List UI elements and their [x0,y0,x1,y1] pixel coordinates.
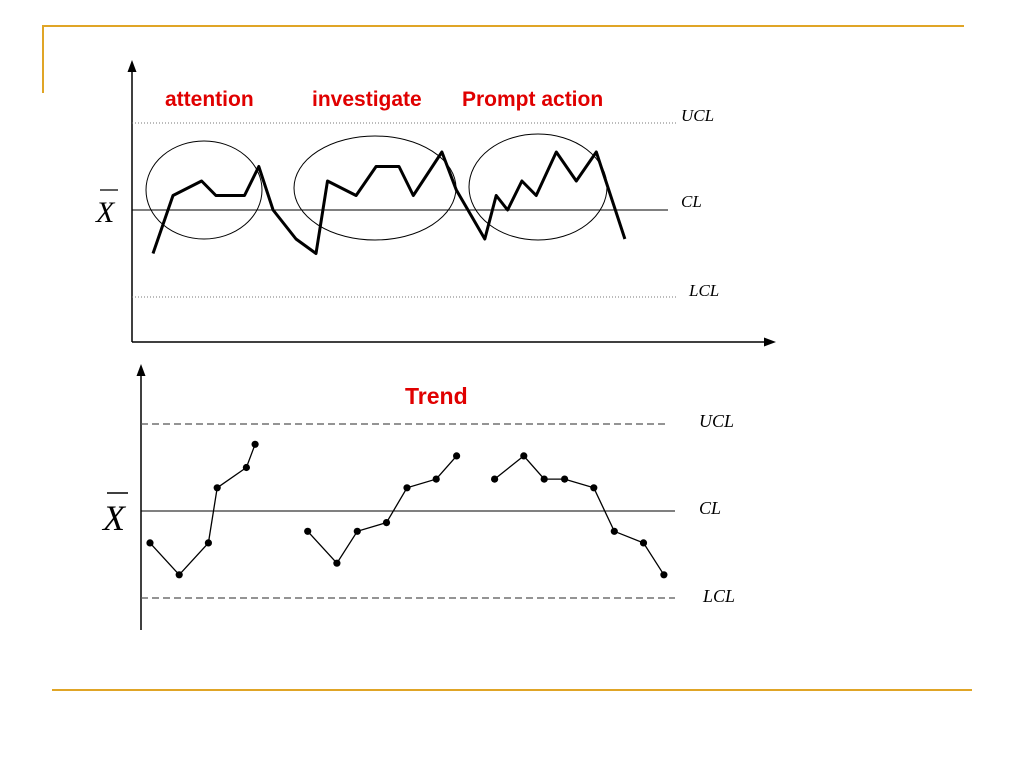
annotation-prompt-action: Prompt action [462,88,603,111]
chart2-series-3-point [491,475,499,483]
chart2-series-1-point [175,571,183,579]
chart2-series-3-point [561,475,569,483]
chart2-series-2-point [453,452,461,460]
chart1-lcl-label: LCL [688,281,719,300]
chart2-series-2-point [304,527,312,535]
chart1-series-line [151,150,627,255]
annotation-ellipse-attention [145,140,263,240]
chart2-series-3-line [494,455,665,576]
chart2-series-3-point [590,484,598,492]
annotation-ellipse-investigate [293,135,457,241]
chart2-series-2-line [307,455,458,565]
chart1-xbar-symbol: X [95,196,116,229]
top-accent-line [42,25,964,27]
chart2-series-1-point [204,539,212,547]
chart2-series-3-point [660,571,668,579]
chart2-series-1-point [251,440,259,448]
chart2-series-2-point [432,475,440,483]
chart2-lcl-label: LCL [702,586,735,606]
chart2-series-2-point [333,559,341,567]
chart2-series-2-point [353,527,361,535]
chart2-series-2-point [382,519,391,527]
chart2-title-trend: Trend [405,383,468,409]
chart2-series-3-point [540,475,548,483]
chart2-series-1-point [213,484,221,492]
chart2-series-1-point [242,463,250,472]
chart2-series-2-point [403,484,411,492]
left-accent-line [42,25,44,93]
chart2-series-3-point [610,527,618,535]
chart2-series-3-point [639,539,648,547]
chart2-series-1-line [149,444,256,576]
chart2-series-1-point [146,539,154,547]
chart-2-trend: UCL CL LCL X Trend [101,364,735,630]
chart2-cl-label: CL [699,498,721,518]
bottom-accent-line [52,689,972,691]
chart-1-run-patterns: UCL CL LCL X attention investigate Promp… [95,60,776,347]
chart2-series-3-point [520,452,528,460]
annotation-attention: attention [165,88,254,111]
annotation-investigate: investigate [312,88,422,111]
chart2-ucl-label: UCL [699,411,734,431]
chart1-cl-label: CL [681,192,702,211]
chart2-series-group [146,440,668,579]
chart1-ucl-label: UCL [681,106,714,125]
chart2-xbar-symbol: X [101,498,127,538]
